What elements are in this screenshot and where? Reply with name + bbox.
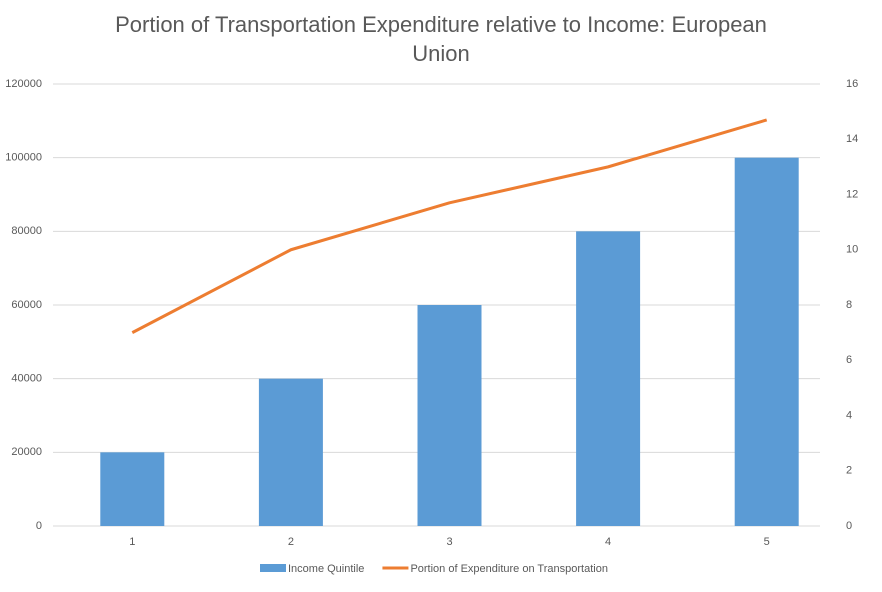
- bar: [734, 157, 799, 526]
- y-tick-label: 20000: [11, 446, 42, 458]
- y2-tick-label: 6: [846, 354, 852, 366]
- chart-title: Portion of Transportation Expenditure re…: [115, 12, 767, 66]
- y2-tick-label: 10: [846, 244, 858, 256]
- bar: [576, 231, 641, 527]
- y-tick-label: 40000: [11, 373, 42, 385]
- y-tick-label: 60000: [11, 299, 42, 311]
- legend-label: Portion of Expenditure on Transportation: [410, 563, 608, 575]
- y2-tick-label: 14: [846, 133, 858, 145]
- y2-tick-label: 0: [846, 520, 852, 532]
- x-tick-label: 4: [605, 536, 611, 548]
- x-tick-label: 3: [446, 536, 452, 548]
- x-tick-label: 2: [288, 536, 294, 548]
- bar: [100, 452, 165, 526]
- bar: [258, 378, 323, 526]
- y-tick-label: 80000: [11, 225, 42, 237]
- y-tick-label: 100000: [5, 152, 42, 164]
- legend-swatch: [260, 564, 286, 572]
- y-tick-label: 120000: [5, 78, 42, 90]
- y2-tick-label: 4: [846, 409, 852, 421]
- y2-tick-label: 12: [846, 188, 858, 200]
- y-tick-label: 0: [36, 520, 42, 532]
- x-tick-label: 1: [129, 536, 135, 548]
- y2-tick-label: 16: [846, 78, 858, 90]
- x-tick-label: 5: [764, 536, 770, 548]
- y2-tick-label: 2: [846, 465, 852, 477]
- legend-label: Income Quintile: [288, 563, 364, 575]
- line: [131, 118, 768, 334]
- y2-tick-label: 8: [846, 299, 852, 311]
- bar: [417, 305, 482, 526]
